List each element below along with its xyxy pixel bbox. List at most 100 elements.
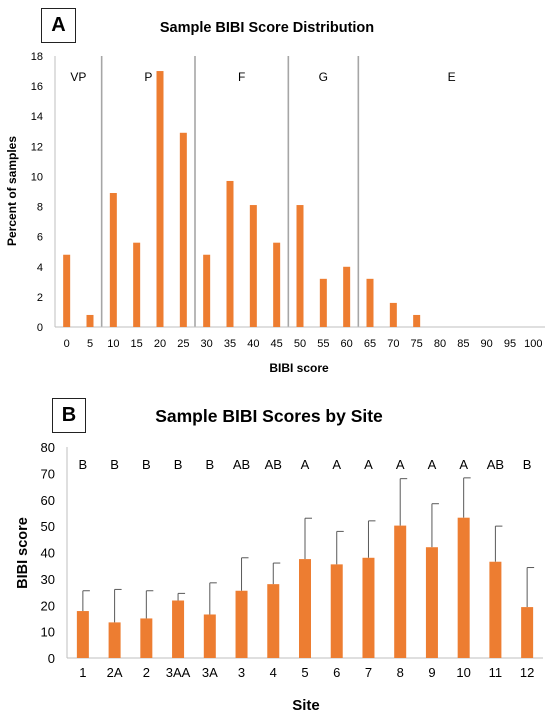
chart-a: Sample BIBI Score Distribution Percent o… [5, 20, 545, 375]
chart-b-ylabel: BIBI score [15, 517, 31, 589]
x-tick-label: 20 [154, 338, 166, 350]
y-tick-label: 16 [31, 81, 43, 93]
bar [203, 254, 211, 327]
x-tick-label: 5 [87, 338, 93, 350]
y-tick-label: 30 [41, 572, 55, 587]
panel-label-b: B [52, 398, 86, 433]
region-label: VP [70, 70, 86, 84]
group-letter: A [364, 457, 373, 472]
x-tick-label: 3AA [166, 665, 191, 680]
y-tick-label: 80 [41, 440, 55, 455]
x-tick-label: 100 [524, 338, 542, 350]
x-tick-label: 3A [202, 665, 218, 680]
group-letter: B [174, 457, 183, 472]
x-tick-label: 65 [364, 338, 376, 350]
bar [489, 561, 502, 658]
chart-b: Sample BIBI Scores by Site BIBI score Si… [15, 406, 543, 714]
bar [267, 584, 280, 658]
y-tick-label: 14 [31, 111, 43, 123]
y-tick-label: 0 [48, 651, 55, 666]
bar [394, 525, 407, 658]
x-tick-label: 0 [64, 338, 70, 350]
bar [457, 517, 470, 658]
x-tick-label: 80 [434, 338, 446, 350]
bar [362, 557, 375, 658]
y-tick-label: 6 [37, 232, 43, 244]
group-letter: AB [265, 457, 282, 472]
region-label: E [448, 70, 456, 84]
x-tick-label: 7 [365, 665, 372, 680]
bar [319, 278, 327, 327]
x-tick-label: 30 [201, 338, 213, 350]
bar [330, 564, 343, 658]
bar [203, 614, 216, 658]
x-tick-label: 35 [224, 338, 236, 350]
bar [521, 607, 534, 658]
bar [413, 314, 421, 327]
bar [366, 278, 374, 327]
group-letter: A [459, 457, 468, 472]
x-tick-label: 2A [107, 665, 123, 680]
y-tick-label: 18 [31, 51, 43, 63]
y-tick-label: 10 [31, 171, 43, 183]
bar [249, 205, 257, 327]
chart-b-xlabel: Site [292, 697, 320, 714]
group-letter: A [428, 457, 437, 472]
y-tick-label: 40 [41, 546, 55, 561]
group-letter: B [205, 457, 214, 472]
x-tick-label: 45 [271, 338, 283, 350]
bar [389, 302, 397, 327]
x-tick-label: 12 [520, 665, 534, 680]
x-tick-label: 8 [397, 665, 404, 680]
group-letter: A [301, 457, 310, 472]
bar [226, 180, 234, 327]
x-tick-label: 25 [177, 338, 189, 350]
x-tick-label: 1 [79, 665, 86, 680]
region-label: P [144, 70, 152, 84]
y-tick-label: 0 [37, 322, 43, 334]
chart-a-title: Sample BIBI Score Distribution [160, 20, 374, 36]
y-tick-label: 60 [41, 493, 55, 508]
x-tick-label: 40 [247, 338, 259, 350]
bar [179, 132, 187, 327]
group-letter: A [396, 457, 405, 472]
x-tick-label: 11 [489, 665, 503, 680]
x-tick-label: 9 [428, 665, 435, 680]
x-tick-label: 95 [504, 338, 516, 350]
x-tick-label: 90 [481, 338, 493, 350]
x-tick-label: 10 [107, 338, 119, 350]
y-tick-label: 20 [41, 598, 55, 613]
x-tick-label: 50 [294, 338, 306, 350]
bar [76, 611, 89, 658]
bar [273, 242, 281, 327]
x-tick-label: 75 [411, 338, 423, 350]
bar [425, 547, 438, 658]
x-tick-label: 70 [387, 338, 399, 350]
chart-a-ylabel: Percent of samples [5, 136, 19, 246]
y-tick-label: 8 [37, 202, 43, 214]
bar [86, 314, 94, 327]
chart-a-xlabel: BIBI score [269, 361, 329, 375]
x-tick-label: 10 [456, 665, 470, 680]
x-tick-label: 2 [143, 665, 150, 680]
y-tick-label: 50 [41, 519, 55, 534]
x-tick-label: 5 [301, 665, 308, 680]
y-tick-label: 2 [37, 292, 43, 304]
bar [172, 600, 185, 658]
bar [299, 559, 311, 658]
x-tick-label: 3 [238, 665, 245, 680]
group-letter: B [523, 457, 532, 472]
bar [156, 71, 164, 327]
group-letter: B [110, 457, 119, 472]
x-tick-label: 60 [341, 338, 353, 350]
group-letter: A [332, 457, 341, 472]
x-tick-label: 85 [457, 338, 469, 350]
bar [343, 266, 351, 327]
group-letter: B [79, 457, 88, 472]
x-tick-label: 6 [333, 665, 340, 680]
x-tick-label: 4 [270, 665, 277, 680]
bar [109, 193, 117, 327]
region-label: F [238, 70, 245, 84]
panel-label-a: A [41, 8, 76, 43]
bar [296, 205, 304, 327]
